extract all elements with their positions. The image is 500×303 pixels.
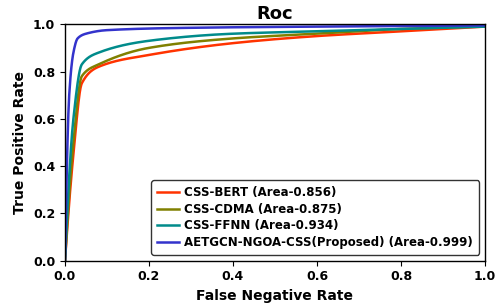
CSS-CDMA (Area-0.875)	[482, 25, 488, 28]
AETGCN-NGOA-CSS(Proposed) (Area-0.999)	[390, 24, 396, 28]
CSS-CDMA (Area-0.875)	[350, 30, 356, 33]
CSS-FFNN (Area-0.934)	[232, 32, 238, 35]
CSS-CDMA (Area-0.875)	[232, 36, 238, 40]
Line: CSS-FFNN (Area-0.934): CSS-FFNN (Area-0.934)	[65, 27, 485, 261]
Line: CSS-BERT (Area-0.856): CSS-BERT (Area-0.856)	[65, 27, 485, 261]
CSS-FFNN (Area-0.934)	[62, 259, 68, 262]
AETGCN-NGOA-CSS(Proposed) (Area-0.999)	[105, 28, 111, 32]
CSS-FFNN (Area-0.934)	[397, 27, 403, 31]
X-axis label: False Negative Rate: False Negative Rate	[196, 289, 354, 303]
CSS-CDMA (Area-0.875)	[390, 28, 396, 31]
Title: Roc: Roc	[256, 5, 294, 23]
CSS-BERT (Area-0.856)	[397, 30, 403, 33]
Line: CSS-CDMA (Area-0.875): CSS-CDMA (Area-0.875)	[65, 27, 485, 261]
CSS-BERT (Area-0.856)	[105, 62, 111, 65]
AETGCN-NGOA-CSS(Proposed) (Area-0.999)	[482, 24, 488, 27]
CSS-BERT (Area-0.856)	[390, 30, 396, 34]
AETGCN-NGOA-CSS(Proposed) (Area-0.999)	[247, 25, 253, 29]
AETGCN-NGOA-CSS(Proposed) (Area-0.999)	[397, 24, 403, 28]
CSS-FFNN (Area-0.934)	[350, 28, 356, 32]
CSS-BERT (Area-0.856)	[62, 259, 68, 262]
CSS-BERT (Area-0.856)	[350, 32, 356, 36]
Line: AETGCN-NGOA-CSS(Proposed) (Area-0.999): AETGCN-NGOA-CSS(Proposed) (Area-0.999)	[65, 25, 485, 261]
Legend: CSS-BERT (Area-0.856), CSS-CDMA (Area-0.875), CSS-FFNN (Area-0.934), AETGCN-NGOA: CSS-BERT (Area-0.856), CSS-CDMA (Area-0.…	[152, 180, 479, 255]
CSS-CDMA (Area-0.875)	[105, 58, 111, 62]
CSS-BERT (Area-0.856)	[232, 41, 238, 45]
AETGCN-NGOA-CSS(Proposed) (Area-0.999)	[350, 25, 356, 28]
Y-axis label: True Positive Rate: True Positive Rate	[14, 71, 28, 214]
CSS-FFNN (Area-0.934)	[247, 31, 253, 35]
CSS-CDMA (Area-0.875)	[397, 27, 403, 31]
CSS-CDMA (Area-0.875)	[62, 259, 68, 262]
CSS-FFNN (Area-0.934)	[482, 25, 488, 28]
CSS-BERT (Area-0.856)	[482, 25, 488, 28]
AETGCN-NGOA-CSS(Proposed) (Area-0.999)	[232, 25, 238, 29]
CSS-FFNN (Area-0.934)	[390, 27, 396, 31]
CSS-CDMA (Area-0.875)	[247, 35, 253, 39]
CSS-FFNN (Area-0.934)	[105, 48, 111, 51]
CSS-BERT (Area-0.856)	[247, 40, 253, 43]
AETGCN-NGOA-CSS(Proposed) (Area-0.999)	[62, 259, 68, 262]
